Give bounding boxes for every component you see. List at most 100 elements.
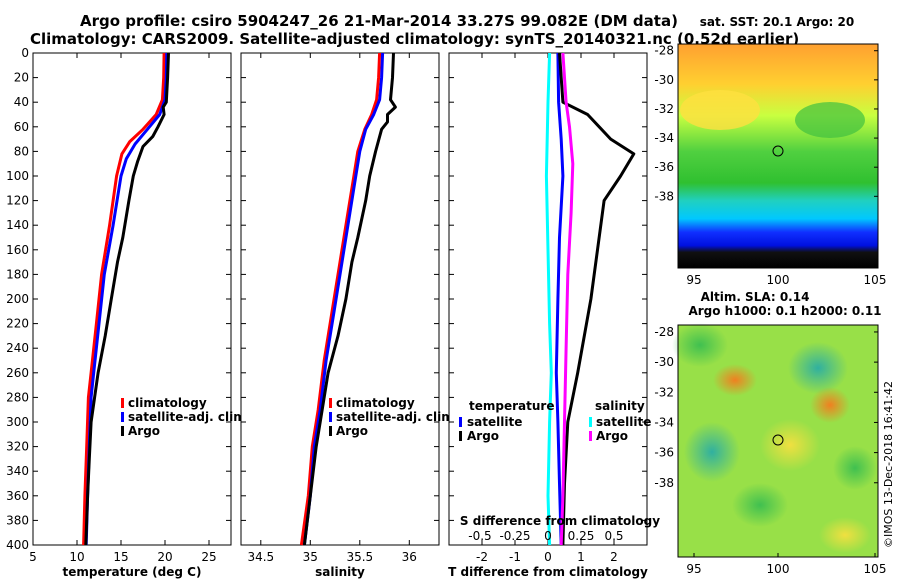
map-y-tick-label: -38 [654, 476, 674, 490]
series-line-climatology [299, 52, 382, 546]
y-tick-label: 280 [6, 390, 29, 404]
legend-swatch [329, 412, 332, 422]
map-x-tick-label: 95 [686, 562, 701, 576]
x-tick-label: 10 [69, 550, 84, 564]
s-diff-tick-label: 0 [544, 529, 552, 543]
map-x-tick-label: 100 [767, 562, 790, 576]
y-tick-label: 320 [6, 440, 29, 454]
s-diff-tick-label: 0.25 [568, 529, 595, 543]
y-tick-label: 160 [6, 243, 29, 257]
legend-title: salinity [595, 399, 645, 413]
x-axis-label: salinity [315, 565, 365, 579]
y-tick-label: 400 [6, 538, 29, 552]
legend-label: Argo [128, 424, 160, 438]
map-x-tick-label: 105 [864, 562, 887, 576]
sla-map-title: Altim. SLA: 0.14 [701, 290, 810, 304]
s-diff-tick-label: -0.5 [468, 529, 491, 543]
x-tick-label: 1 [577, 550, 585, 564]
x-tick-label: 0 [544, 550, 552, 564]
x-tick-label: 15 [113, 550, 128, 564]
plot-frame [240, 52, 440, 546]
map-y-tick-label: -32 [654, 102, 674, 116]
sla-blob [672, 323, 728, 367]
legend-label: satellite-adj. clim. [128, 410, 250, 424]
x-tick-label: -2 [476, 550, 488, 564]
legend-label: satellite [467, 415, 522, 429]
legend-swatch [589, 417, 592, 427]
series-line-argo [84, 52, 170, 546]
map-y-tick-label: -30 [654, 355, 674, 369]
y-tick-label: 340 [6, 464, 29, 478]
map-y-tick-label: -36 [654, 446, 674, 460]
y-tick-label: 60 [14, 120, 29, 134]
x-tick-label: 2 [610, 550, 618, 564]
y-tick-label: 0 [21, 46, 29, 60]
map-y-tick-label: -28 [654, 325, 674, 339]
sst-map-yellow-patch [680, 90, 760, 130]
x-tick-label: 36 [402, 550, 417, 564]
x-axis-label: temperature (deg C) [63, 565, 202, 579]
panel-temperature: 0 20 40 60 80 100 120 140 160 180 200 220 240 260 280 3… [6, 46, 250, 579]
legend-label: Argo [596, 429, 628, 443]
legend-title: temperature [469, 399, 554, 413]
s-diff-axis-label: S difference from climatology [460, 514, 660, 528]
y-tick-label: 200 [6, 292, 29, 306]
legend-label: satellite-adj. clim. [336, 410, 458, 424]
map-y-tick-label: -30 [654, 73, 674, 87]
sla-blob [833, 446, 877, 490]
figure-title-line1: Argo profile: csiro 5904247_26 21-Mar-20… [80, 12, 678, 30]
x-tick-label: -1 [509, 550, 521, 564]
s-diff-tick-label: -0.25 [499, 529, 530, 543]
sla-blob [760, 419, 820, 471]
sla-blob [684, 422, 740, 482]
legend-label: Argo [467, 429, 499, 443]
y-tick-label: 100 [6, 169, 29, 183]
figure-title-line2: Climatology: CARS2009. Satellite-adjuste… [30, 30, 800, 48]
series-line-satellite-adj-clim- [302, 52, 385, 546]
legend-swatch [459, 431, 462, 441]
map-y-tick-label: -28 [654, 44, 674, 58]
legend-swatch [589, 431, 592, 441]
y-tick-label: 40 [14, 95, 29, 109]
sla-map-subtitle: Argo h1000: 0.1 h2000: 0.11 [688, 304, 881, 318]
y-tick-label: 20 [14, 71, 29, 85]
map-y-tick-label: -38 [654, 189, 674, 203]
x-tick-label: 35 [303, 550, 318, 564]
sla-map-argo-marker [772, 434, 784, 446]
legend-swatch [121, 398, 124, 408]
map-x-tick-label: 95 [686, 273, 701, 287]
sla-blob [713, 364, 757, 396]
y-tick-label: 220 [6, 317, 29, 331]
series-line-t-argo [558, 52, 636, 546]
series-line-s-satellite [544, 52, 553, 546]
y-tick-label: 180 [6, 267, 29, 281]
panel-differences: -2 -1 0 1 2T difference from climatology temp… [448, 52, 660, 579]
s-diff-tick-label: 0.5 [604, 529, 623, 543]
legend-swatch [459, 417, 462, 427]
y-tick-label: 120 [6, 194, 29, 208]
map-x-tick-label: 105 [864, 273, 887, 287]
series-line-climatology [82, 52, 166, 546]
sst-map-title: sat. SST: 20.1 Argo: 20 [700, 15, 854, 29]
sla-blob [788, 342, 848, 394]
map-x-tick-label: 100 [767, 273, 790, 287]
map-y-tick-label: -36 [654, 160, 674, 174]
y-tick-label: 380 [6, 513, 29, 527]
map-y-tick-label: -34 [654, 415, 674, 429]
series-line-argo [302, 52, 397, 546]
y-tick-label: 240 [6, 341, 29, 355]
x-axis-label: T difference from climatology [448, 565, 648, 579]
y-tick-label: 140 [6, 218, 29, 232]
sla-map-panel: Altim. SLA: 0.14 Argo h1000: 0.1 h2000: … [654, 290, 886, 576]
legend-label: Argo [336, 424, 368, 438]
legend-label: climatology [128, 396, 207, 410]
series-line-s-argo [559, 52, 575, 546]
map-y-tick-label: -34 [654, 131, 674, 145]
y-tick-label: 80 [14, 144, 29, 158]
panel-salinity: 34.5 35 35.5 36 salinity climatologysatellite… [240, 52, 458, 579]
x-tick-label: 34.5 [247, 550, 274, 564]
plot-frame [32, 52, 232, 546]
map-y-tick-label: -32 [654, 385, 674, 399]
x-tick-label: 25 [201, 550, 216, 564]
